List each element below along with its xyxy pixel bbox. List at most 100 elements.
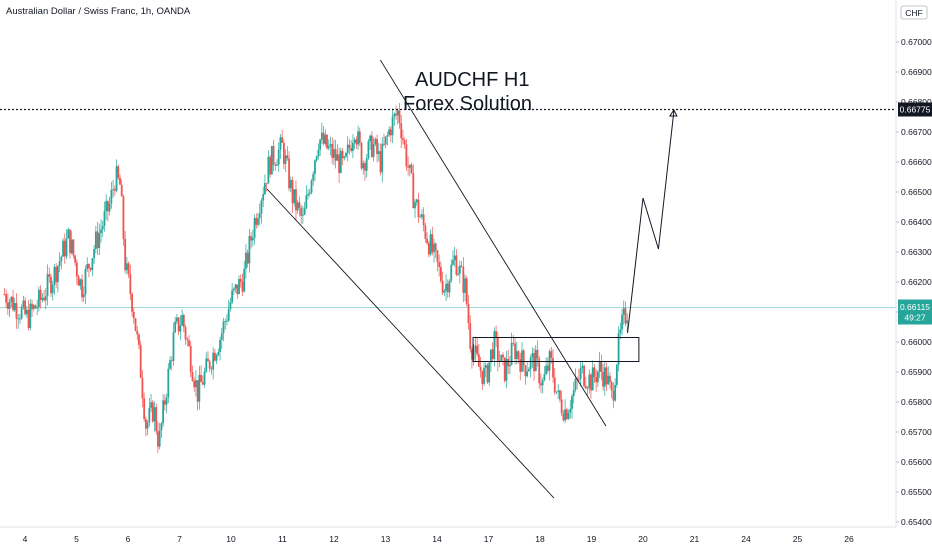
candle-body (496, 338, 499, 361)
candle-body (224, 321, 227, 322)
candle-body (155, 407, 158, 432)
candle-body (574, 378, 577, 390)
time-tick-label: 4 (23, 534, 28, 544)
candle-body (141, 377, 144, 399)
candle-body (239, 278, 242, 282)
candle-body (343, 156, 346, 159)
candle-body (512, 342, 515, 344)
candle-body (60, 256, 63, 262)
candle-body (377, 151, 380, 155)
candle-body (367, 141, 370, 159)
candle-body (591, 367, 594, 391)
candle-body (439, 266, 442, 281)
candle-body (615, 364, 618, 385)
candle-body (100, 229, 102, 234)
candle-body (181, 315, 184, 326)
candle-body (486, 365, 489, 383)
current-price-tag (898, 299, 932, 325)
candle-body (431, 234, 434, 253)
time-axis[interactable]: 4 5 6 7 10 11 12 13 14 17 18 19 20 21 24 25 26 (0, 526, 896, 544)
candle-body (48, 274, 51, 277)
candle-body (39, 289, 42, 300)
candle-body (479, 366, 482, 371)
candle-body (55, 266, 58, 283)
channel-lower-line[interactable] (266, 188, 555, 499)
price-tick-label: 0.65800 (901, 397, 932, 407)
candle-body (505, 358, 508, 381)
channel-upper-line[interactable] (379, 59, 607, 427)
candle-body (471, 349, 473, 360)
candle-body (122, 196, 125, 239)
candle-body (169, 360, 171, 369)
candle-body (452, 260, 454, 265)
candle-body (626, 320, 629, 324)
annotation-subtitle[interactable]: Forex Solution (403, 93, 532, 115)
price-tick-label: 0.66200 (901, 277, 932, 287)
candle-body (148, 407, 151, 423)
time-tick-label: 11 (278, 534, 287, 544)
candle-body (127, 263, 130, 275)
candle-body (481, 370, 484, 384)
candle-body (555, 391, 558, 393)
candle-body (605, 367, 608, 385)
candle-body (20, 307, 23, 319)
candle-body (231, 290, 234, 303)
candle-body (208, 361, 211, 369)
candle-body (427, 243, 430, 255)
candle-body (158, 430, 161, 447)
candle-body (443, 290, 446, 293)
candle-body (274, 164, 277, 166)
candle-body (517, 351, 520, 360)
candle-body (534, 349, 537, 372)
candle-body (124, 238, 127, 271)
candle-body (503, 357, 506, 381)
candle-body (583, 365, 585, 386)
candle-body (25, 309, 28, 315)
candle-body (491, 349, 494, 359)
candle-body (400, 123, 403, 139)
candle-body (565, 409, 568, 420)
candle-body (376, 138, 378, 155)
candle-body (264, 183, 266, 195)
candle-body (379, 151, 382, 173)
candle-body (201, 381, 204, 385)
candle-body (167, 368, 170, 398)
candle-body (405, 144, 408, 167)
currency-badge[interactable] (900, 5, 928, 20)
candle-body (15, 303, 18, 319)
candle-body (151, 402, 154, 422)
candle-body (348, 144, 351, 148)
candle-body (564, 409, 567, 421)
breakout-box[interactable] (472, 337, 640, 362)
candle-body (144, 419, 147, 429)
candle-body (571, 396, 573, 409)
candle-body (317, 149, 320, 157)
candle-body (396, 110, 399, 116)
candle-body (236, 284, 239, 295)
candle-body (250, 236, 253, 241)
projection-path[interactable] (627, 110, 675, 334)
candle-body (422, 214, 425, 226)
candle-body (62, 240, 64, 257)
candle-body (403, 140, 406, 145)
candle-body (277, 149, 280, 165)
price-axis[interactable]: 0.67000 0.66900 0.66800 0.66700 0.66600 0.665… (895, 0, 932, 527)
candle-body (22, 300, 25, 308)
resistance-price-label: 0.66775 (900, 105, 931, 115)
candle-body (358, 131, 361, 144)
candle-body (622, 308, 625, 315)
annotation-title[interactable]: AUDCHF H1 (415, 69, 529, 91)
candle-body (260, 200, 263, 214)
candle-body (345, 152, 347, 157)
candle-body (5, 294, 8, 303)
candle-body (590, 374, 592, 391)
candle-body (6, 302, 9, 309)
candle-body (531, 353, 534, 358)
candle-body (12, 296, 14, 311)
candle-body (248, 236, 251, 264)
candle-body (94, 231, 97, 249)
candle-body (210, 368, 213, 370)
candle-body (193, 380, 196, 388)
candle-body (395, 113, 397, 116)
